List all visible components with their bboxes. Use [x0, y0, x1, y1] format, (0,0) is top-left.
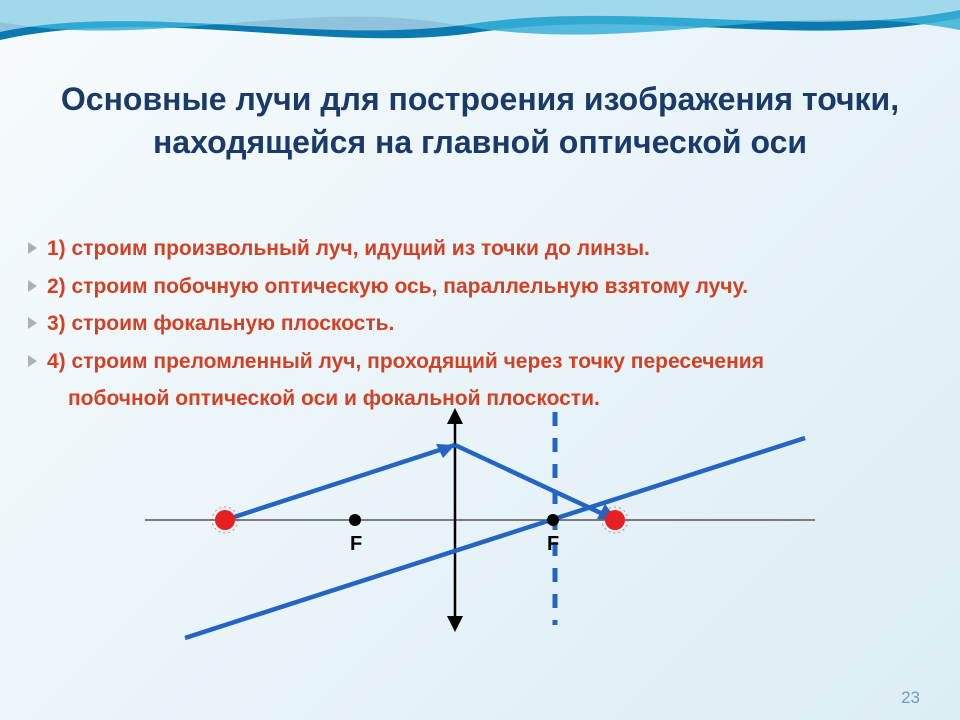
- step-text: 4) строим преломленный луч, проходящий ч…: [47, 346, 764, 378]
- lens-arrow-down-icon: [447, 616, 463, 632]
- step-item: 4) строим преломленный луч, проходящий ч…: [28, 346, 928, 378]
- step-text: 1) строим произвольный луч, идущий из то…: [47, 233, 650, 265]
- bullet-icon: [28, 355, 37, 367]
- refracted-ray: [455, 445, 620, 522]
- object-point: [215, 510, 235, 530]
- slide-title: Основные лучи для построения изображения…: [60, 78, 900, 164]
- bullet-icon: [28, 280, 37, 292]
- focus-left: [349, 514, 361, 526]
- step-item: 2) строим побочную оптическую ось, парал…: [28, 271, 928, 303]
- step-text: 3) строим фокальную плоскость.: [47, 308, 394, 340]
- bullet-icon: [28, 242, 37, 254]
- secondary-axis: [185, 438, 805, 638]
- lens-arrow-up-icon: [447, 408, 463, 424]
- step-item: 3) строим фокальную плоскость.: [28, 308, 928, 340]
- page-number: 23: [901, 688, 920, 708]
- focus-left-label: F: [350, 533, 362, 555]
- optics-diagram: F F: [145, 400, 815, 655]
- step-text: 2) строим побочную оптическую ось, парал…: [47, 271, 748, 303]
- steps-list: 1) строим произвольный луч, идущий из то…: [28, 233, 928, 421]
- image-point: [605, 510, 625, 530]
- step-item: 1) строим произвольный луч, идущий из то…: [28, 233, 928, 265]
- incident-ray: [225, 445, 455, 520]
- focus-right-label: F: [547, 533, 559, 555]
- focus-right: [547, 514, 559, 526]
- bullet-icon: [28, 317, 37, 329]
- wave-decoration: [0, 0, 960, 70]
